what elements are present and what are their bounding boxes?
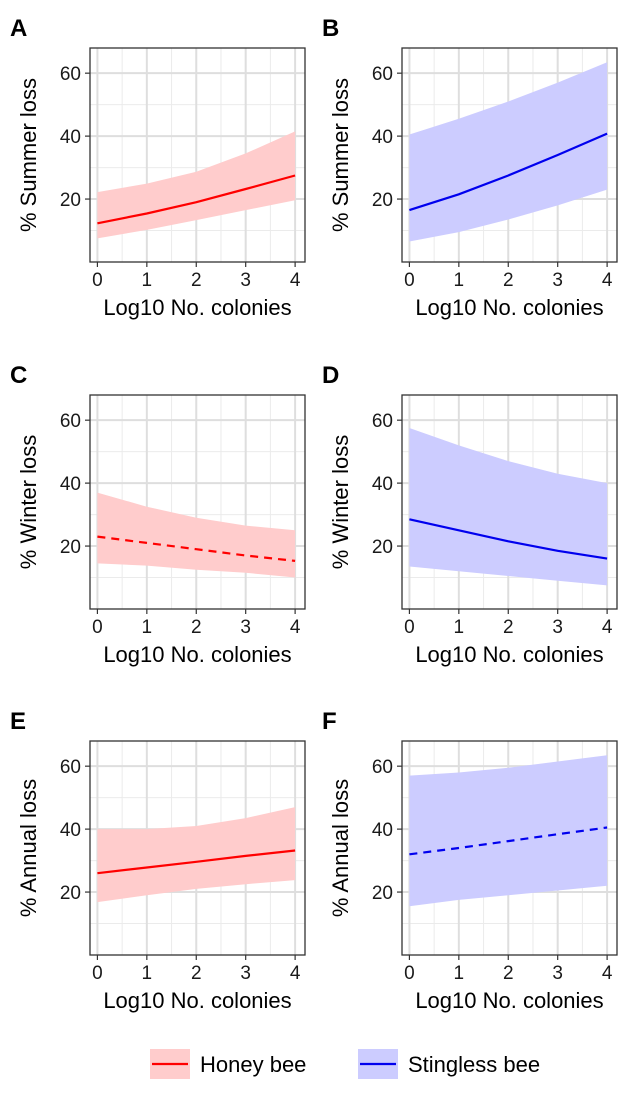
y-tick-label: 20 [60,537,81,558]
confidence-ribbon [409,428,608,586]
series-line [409,826,608,856]
x-tick-label: 0 [92,617,103,638]
y-axis-title: % Annual loss [328,779,353,917]
series-line [97,535,296,562]
x-axis-title: Log10 No. colonies [415,295,603,320]
x-tick-label: 1 [142,270,153,291]
y-tick-label: 20 [372,537,393,558]
panel-d: D 0 1 2 3 4 20 40 60 Log10 No. colonies % Winter l… [322,362,618,667]
x-tick-label: 2 [191,963,202,984]
x-tick-label: 4 [290,270,301,291]
x-tick-label: 2 [191,617,202,638]
plot-border [401,47,618,263]
confidence-ribbon [97,131,296,239]
legend-label: Stingless bee [408,1052,540,1077]
x-axis-title: Log10 No. colonies [103,988,291,1013]
panel-letter: C [10,362,27,389]
x-tick-label: 0 [404,963,415,984]
x-tick-label: 3 [240,963,251,984]
y-tick-label: 40 [372,127,393,148]
y-axis-title: % Summer loss [328,78,353,232]
panel-b: B 0 1 2 3 4 20 40 60 Log10 No. colonies % Summer l… [322,15,618,320]
x-tick-label: 4 [602,963,613,984]
x-tick-label: 4 [290,963,301,984]
y-axis-title: % Annual loss [16,779,41,917]
x-tick-label: 2 [503,270,514,291]
x-tick-label: 1 [454,617,465,638]
y-axis-title: % Summer loss [16,78,41,232]
series-line [97,174,296,225]
y-tick-label: 20 [372,883,393,904]
x-tick-label: 2 [503,963,514,984]
y-tick-label: 40 [372,820,393,841]
x-tick-label: 1 [142,963,153,984]
x-tick-label: 3 [240,270,251,291]
legend-item-stingless-bee: Stingless bee [358,1049,540,1079]
x-tick-label: 3 [552,963,563,984]
y-tick-label: 40 [60,820,81,841]
y-tick-label: 60 [372,757,393,778]
confidence-ribbon [409,62,608,242]
panel-letter: B [322,15,339,42]
x-tick-label: 3 [240,617,251,638]
y-tick-label: 60 [60,411,81,432]
x-tick-label: 0 [92,963,103,984]
y-tick-label: 40 [60,474,81,495]
x-tick-label: 3 [552,617,563,638]
panel-e: E 0 1 2 3 4 20 40 60 Log10 No. colonies % Annual l… [10,708,306,1013]
x-axis-title: Log10 No. colonies [103,642,291,667]
confidence-ribbon [409,755,608,907]
plot-border [89,394,306,610]
y-axis-title: % Winter loss [328,435,353,569]
panel-letter: A [10,15,27,42]
x-axis-title: Log10 No. colonies [415,988,603,1013]
x-tick-label: 4 [290,617,301,638]
confidence-ribbon [97,492,296,578]
y-tick-label: 60 [60,64,81,85]
plot-border [89,47,306,263]
panel-f: F 0 1 2 3 4 20 40 60 Log10 No. colonies % Annual l… [322,708,618,1013]
x-axis-title: Log10 No. colonies [103,295,291,320]
y-axis-title: % Winter loss [16,435,41,569]
y-tick-label: 60 [60,757,81,778]
legend: Honey bee Stingless bee [150,1049,540,1079]
x-tick-label: 1 [454,963,465,984]
panel-c: C 0 1 2 3 4 20 40 60 Log10 No. colonies % Winter l… [10,362,306,667]
legend-item-honey-bee: Honey bee [150,1049,306,1079]
x-axis-title: Log10 No. colonies [415,642,603,667]
x-tick-label: 0 [92,270,103,291]
y-tick-label: 40 [60,127,81,148]
series-line [409,518,608,560]
y-tick-label: 20 [372,190,393,211]
panel-letter: D [322,362,339,389]
series-line [97,849,296,875]
plot-border [401,394,618,610]
x-tick-label: 2 [503,617,514,638]
x-tick-label: 0 [404,617,415,638]
series-line [409,132,608,212]
plot-border [89,740,306,956]
x-tick-label: 4 [602,270,613,291]
x-tick-label: 1 [454,270,465,291]
panel-letter: E [10,708,26,735]
y-tick-label: 40 [372,474,393,495]
panel-a: A 0 1 2 3 4 20 40 60 Log10 No. colonies % Summer l… [10,15,306,320]
x-tick-label: 2 [191,270,202,291]
confidence-ribbon [97,807,296,903]
y-tick-label: 60 [372,411,393,432]
legend-label: Honey bee [200,1052,306,1077]
x-tick-label: 0 [404,270,415,291]
y-tick-label: 20 [60,883,81,904]
x-tick-label: 4 [602,617,613,638]
x-tick-label: 3 [552,270,563,291]
plot-border [401,740,618,956]
y-tick-label: 20 [60,190,81,211]
x-tick-label: 1 [142,617,153,638]
panel-letter: F [322,708,337,735]
y-tick-label: 60 [372,64,393,85]
